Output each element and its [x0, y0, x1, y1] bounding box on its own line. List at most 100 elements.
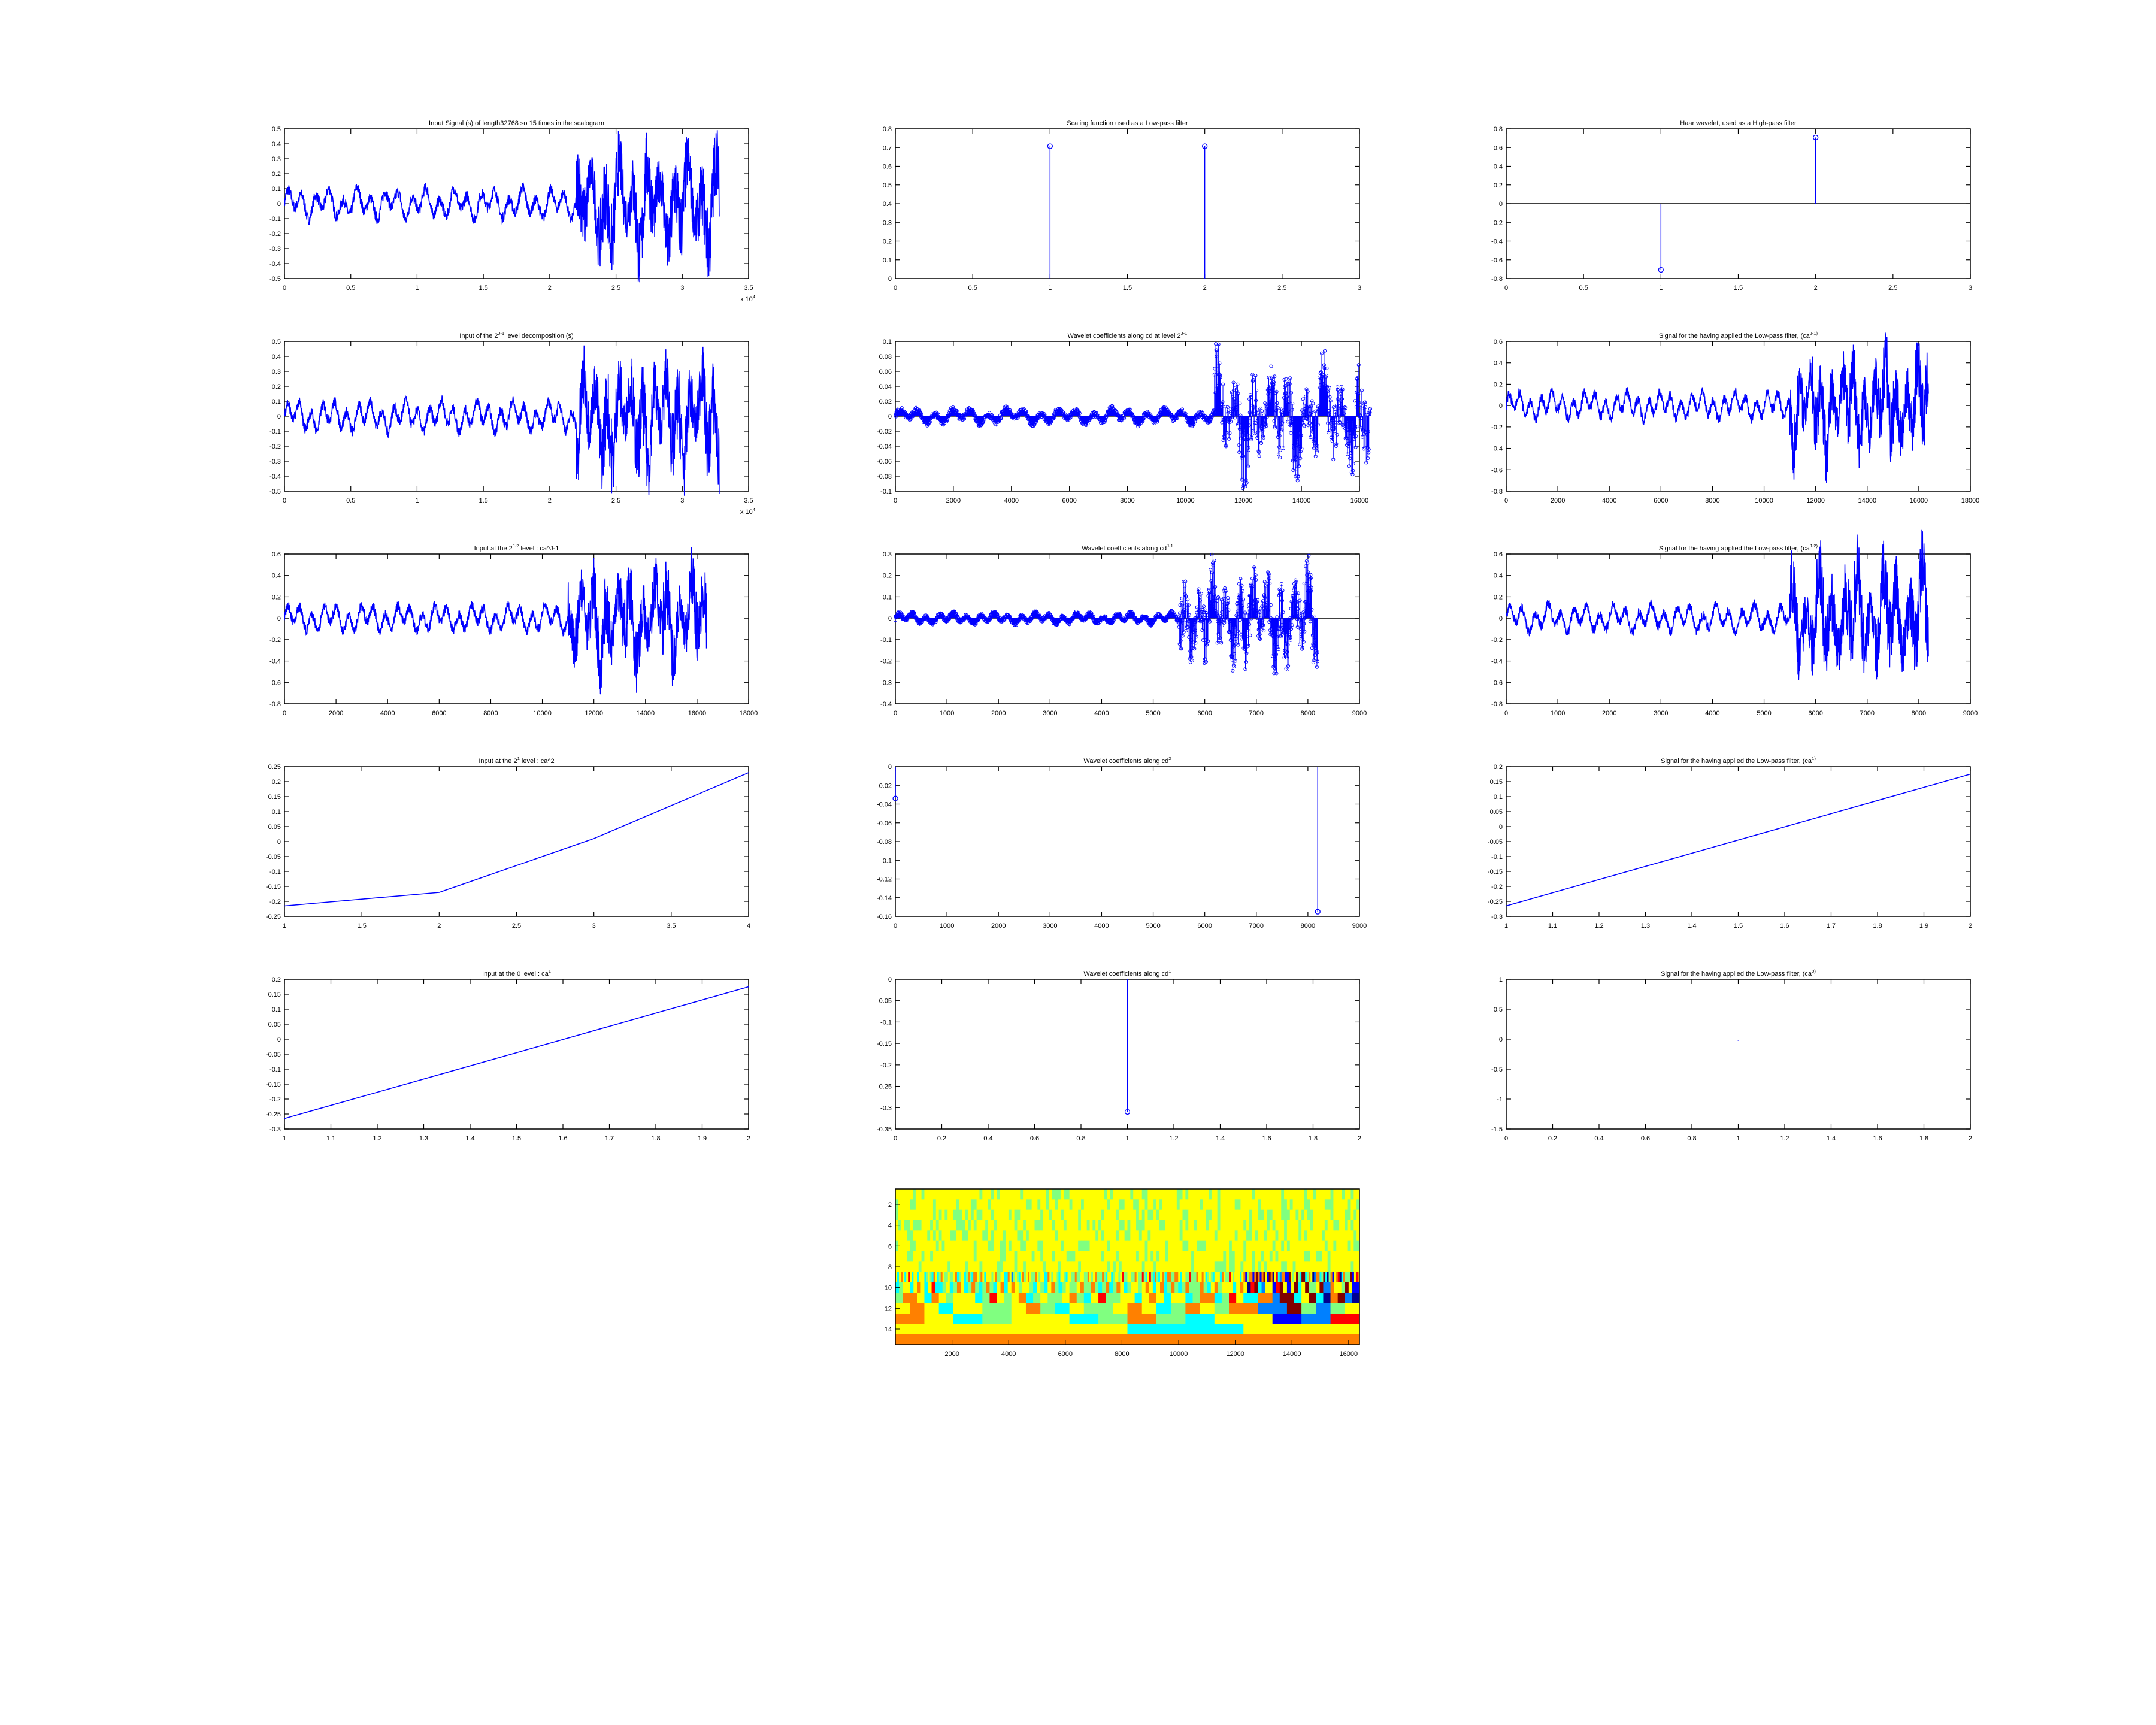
coefficient-marker — [936, 413, 941, 417]
coefficient-marker — [1250, 379, 1255, 383]
coefficient-marker — [935, 411, 940, 416]
x-tick-label: 14000 — [1292, 497, 1311, 504]
x-tick-label: 0.5 — [1579, 285, 1588, 292]
x-tick-label: 0 — [1504, 285, 1508, 292]
y-tick-label: -0.3 — [270, 246, 281, 253]
coefficient-marker — [1220, 402, 1224, 407]
y-tick-label: -0.1 — [880, 637, 892, 644]
y-tick-label: -0.2 — [270, 443, 281, 450]
coefficient-marker — [1062, 412, 1067, 416]
stem-marker — [1658, 267, 1664, 273]
subplot-p1: 0 0.5 1 1.5 2 2.5 3 3.5 -0.5 -0.4 -0.3 -0.2 -0.1 0 0.1… — [270, 120, 756, 303]
coefficient-marker — [1269, 364, 1273, 368]
coefficient-marker — [1260, 409, 1264, 413]
coefficient-marker — [1233, 386, 1237, 390]
y-tick-label: 0.8 — [1494, 126, 1503, 133]
x-tick-label: 2000 — [991, 710, 1006, 717]
y-tick-label: 0 — [277, 201, 281, 208]
coefficient-marker — [1236, 382, 1240, 386]
coefficient-marker — [1228, 416, 1233, 420]
y-tick-label: 0 — [1499, 402, 1503, 410]
y-tick-label: 0.2 — [883, 238, 892, 246]
x-tick-label: 0 — [283, 285, 286, 292]
y-tick-label: -0.8 — [1491, 488, 1503, 495]
coefficient-marker — [962, 417, 967, 421]
subplot-p7: 0 2000 4000 6000 8000 10000 12000 14000 16000 180… — [270, 543, 758, 717]
x-tick-label: 1 — [415, 497, 419, 504]
y-tick-label: 0.4 — [1494, 360, 1503, 367]
y-tick-label: 0.2 — [272, 383, 281, 391]
coefficient-marker — [1238, 401, 1242, 405]
x-tick-label: 3000 — [1043, 710, 1057, 717]
coefficient-marker — [1233, 416, 1237, 420]
y-tick-label: -0.4 — [270, 261, 281, 268]
y-tick-label: -0.1 — [880, 488, 892, 495]
coefficient-marker — [1247, 448, 1251, 452]
x-tick-label: 5000 — [1146, 710, 1160, 717]
coefficient-marker — [1191, 421, 1195, 425]
y-tick-label: -0.3 — [880, 679, 892, 686]
coefficient-marker — [1226, 411, 1230, 415]
y-tick-label: 0.3 — [883, 219, 892, 226]
x-tick-label: 2000 — [946, 497, 961, 504]
coefficient-marker — [981, 420, 985, 425]
y-tick-label: 0.7 — [883, 144, 892, 152]
subplot-p8: 0 1000 2000 3000 4000 5000 6000 7000 8000 9000 -0.… — [880, 543, 1367, 717]
y-tick-label: -0.2 — [1491, 424, 1503, 431]
x-tick-label: 12000 — [585, 710, 603, 717]
coefficient-marker — [1215, 355, 1219, 359]
plot-title: Scaling function used as a Low-pass filt… — [1067, 120, 1188, 127]
coefficient-marker — [1142, 416, 1146, 420]
coefficient-marker — [970, 408, 974, 412]
y-tick-label: -0.6 — [270, 679, 281, 686]
y-tick-label: 0 — [277, 615, 281, 622]
coefficient-marker — [919, 411, 923, 415]
plot-title: Input of the 2J-1 level decomposition (s… — [459, 331, 573, 340]
subplot-p2: 0 0.5 1 1.5 2 2.5 3 0 0.1 0.2 0.3 0.4 0.5 0.6 0.7 0.8 Sc… — [883, 120, 1361, 292]
y-tick-label: 0 — [277, 413, 281, 420]
x-tick-label: 8000 — [1120, 497, 1134, 504]
coefficient-marker — [1221, 438, 1225, 443]
y-tick-label: 0.4 — [272, 141, 281, 148]
x-tick-label: 6000 — [1062, 497, 1076, 504]
coefficient-marker — [1229, 420, 1233, 424]
coefficient-marker — [1266, 384, 1271, 388]
coefficient-marker — [1128, 407, 1132, 411]
x-tick-label: 2000 — [329, 710, 343, 717]
coefficient-marker — [1172, 417, 1177, 421]
coefficient-marker — [1194, 419, 1198, 423]
coefficient-marker — [1104, 416, 1108, 420]
y-tick-label: -0.5 — [270, 488, 281, 495]
y-tick-label: 0 — [1499, 201, 1503, 208]
coefficient-marker — [1225, 405, 1230, 410]
coefficient-marker — [1257, 454, 1261, 458]
coefficient-marker — [1122, 416, 1127, 420]
y-tick-label: 0.08 — [879, 353, 892, 361]
y-tick-label: -0.4 — [270, 473, 281, 480]
x-tick-label: 0.5 — [968, 285, 977, 292]
x-tick-label: 10000 — [1755, 497, 1773, 504]
coefficient-marker — [1077, 412, 1081, 417]
stem-marker — [1813, 134, 1819, 141]
coefficient-marker — [1183, 412, 1187, 416]
coefficient-marker — [1244, 480, 1249, 485]
coefficient-marker — [1183, 411, 1188, 416]
coefficient-marker — [1175, 416, 1179, 420]
plot-title: Signal for the having applied the Low-pa… — [1659, 331, 1818, 340]
y-tick-label: -0.08 — [877, 473, 892, 480]
coefficient-marker — [999, 416, 1003, 420]
x-tick-label: 12000 — [1234, 497, 1253, 504]
y-tick-label: 0.1 — [272, 398, 281, 405]
x-tick-label: 1000 — [940, 710, 954, 717]
x-tick-label: 9000 — [1352, 710, 1367, 717]
y-tick-label: -0.2 — [880, 658, 892, 665]
x-tick-label: 3 — [680, 285, 684, 292]
x-tick-label: 16000 — [1910, 497, 1928, 504]
coefficient-marker — [1237, 450, 1241, 455]
coefficient-marker — [1169, 412, 1173, 417]
y-tick-label: 0 — [888, 276, 892, 283]
coefficient-marker — [1221, 382, 1225, 386]
y-tick-label: -0.5 — [270, 276, 281, 283]
x-exponent-label: x 104 — [740, 507, 756, 516]
coefficient-marker — [1261, 429, 1265, 433]
